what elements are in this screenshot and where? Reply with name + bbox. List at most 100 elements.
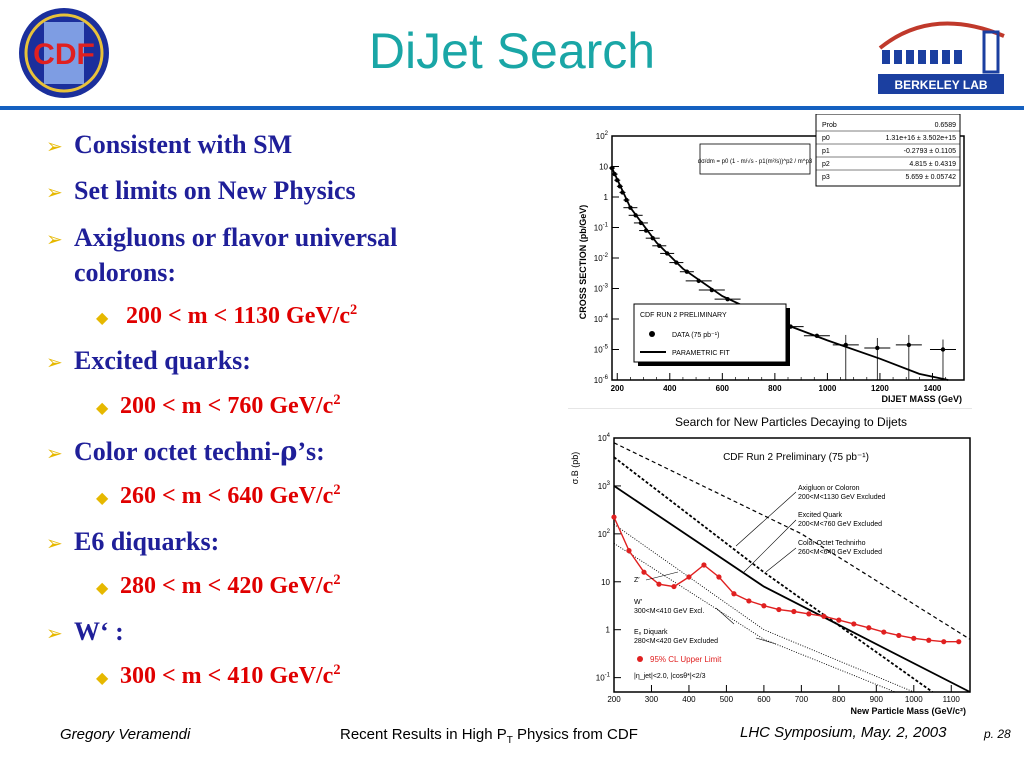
- new-particle-limits-chart: Search for New Particles Decaying to Dij…: [570, 415, 971, 716]
- svg-text:300<M<410 GeV Excl.: 300<M<410 GeV Excl.: [634, 608, 704, 615]
- limit-point: [701, 562, 707, 568]
- tick-label: 103: [598, 481, 611, 491]
- limit-point: [611, 514, 617, 520]
- limit-point: [731, 591, 737, 597]
- svg-text:dσ/dm = p0 (1 - m/√s - p1(m²/s: dσ/dm = p0 (1 - m/√s - p1(m²/s))^p2 / m^…: [698, 158, 813, 165]
- fit-param-name: p2: [822, 161, 830, 168]
- data-point: [638, 220, 644, 226]
- svg-text:200<M<760 GeV Excluded: 200<M<760 GeV Excluded: [798, 521, 882, 528]
- x-tick-label: 700: [795, 695, 809, 704]
- data-point: [624, 197, 629, 203]
- limit-point: [641, 569, 647, 575]
- x-tick-label: 800: [832, 695, 846, 704]
- data-point: [940, 347, 946, 352]
- page-number: p. 28: [984, 727, 1011, 741]
- footer-talk-title: Recent Results in High PT Physics from C…: [340, 726, 638, 746]
- limit-point: [836, 617, 842, 623]
- bullet-set-limits: ➢ Set limits on New Physics: [46, 176, 356, 205]
- limit-point: [671, 583, 677, 590]
- limit-point: [746, 598, 752, 604]
- chart1-xlabel: DIJET MASS (GeV): [881, 394, 962, 404]
- x-tick-label: 1400: [924, 384, 942, 393]
- legend-data-label: DATA (75 pb⁻¹): [672, 332, 719, 339]
- bullet-consistent-sm: ➢ Consistent with SM: [46, 130, 293, 159]
- data-point: [843, 342, 848, 348]
- tick-label: 104: [598, 433, 611, 443]
- limit-point: [656, 581, 662, 587]
- header-divider: [0, 106, 1024, 110]
- x-tick-label: 500: [720, 695, 734, 704]
- fit-param-value: -0.2793 ± 0.1105: [904, 148, 956, 155]
- footer-event: LHC Symposium, May. 2, 2003: [740, 724, 947, 741]
- fit-param-name: Prob: [822, 122, 837, 129]
- diamond-bullet-icon: ◆: [96, 668, 109, 687]
- sub-bullet-wprime-range: ◆ 300 < m < 410 GeV/c2: [96, 662, 341, 689]
- chart1-ylabel: CROSS SECTION (pb/GeV): [578, 205, 588, 320]
- footer-author: Gregory Veramendi: [60, 726, 191, 743]
- legend-limit-marker: [637, 656, 643, 662]
- arrow-bullet-icon: ➢: [46, 180, 63, 204]
- limit-point: [911, 635, 917, 641]
- annotation-technirho: Color Octet Technirho: [798, 540, 866, 547]
- annotation-wprime: W′: [634, 599, 643, 606]
- tick-label: 10-1: [596, 673, 611, 683]
- annotation-diquark: E₆ Diquark: [634, 629, 668, 636]
- fit-param-name: p3: [822, 174, 830, 181]
- data-point: [643, 228, 649, 233]
- data-point: [664, 251, 670, 256]
- limit-point: [941, 639, 947, 645]
- sub-bullet-axigluon-range: ◆ 200 < m < 1130 GeV/c2: [96, 302, 358, 329]
- limit-point: [821, 613, 827, 619]
- limit-point: [851, 621, 857, 627]
- legend-title: CDF RUN 2 PRELIMINARY: [640, 312, 727, 319]
- svg-text:200<M<1130 GeV Excluded: 200<M<1130 GeV Excluded: [798, 494, 886, 501]
- bullet-technirho: ➢ Color octet techni-ρ’s:: [46, 437, 325, 467]
- arrow-bullet-icon: ➢: [46, 441, 63, 465]
- annotation-axigluon: Axigluon or Coloron: [798, 485, 860, 492]
- bullet-wprime: ➢ W‘ :: [46, 617, 124, 646]
- data-point: [633, 213, 638, 218]
- tick-label: 10: [601, 578, 610, 587]
- limit-point: [776, 606, 782, 613]
- limit-point: [686, 574, 692, 580]
- tick-label: 10-5: [594, 345, 609, 355]
- x-tick-label: 300: [645, 695, 659, 704]
- x-tick-label: 900: [870, 695, 884, 704]
- theory-curve-axigluon: [613, 456, 934, 693]
- data-point: [612, 171, 617, 177]
- data-point: [628, 205, 633, 210]
- theory-curve-excited-quark: [613, 485, 971, 693]
- svg-text:280<M<420 GeV Excluded: 280<M<420 GeV Excluded: [634, 638, 718, 645]
- fit-parameter-box: Prob 0.6589 p0 1.31e+16 ± 3.502e+15 p1 -0.279…: [815, 114, 961, 187]
- arrow-bullet-icon: ➢: [46, 227, 63, 251]
- data-point: [650, 235, 655, 241]
- tick-label: 102: [596, 131, 609, 141]
- chart2-title: Search for New Particles Decaying to Dij…: [675, 415, 907, 429]
- tick-label: 10-2: [594, 253, 609, 263]
- x-tick-label: 1000: [819, 384, 837, 393]
- x-tick-label: 200: [611, 384, 625, 393]
- x-tick-label: 200: [607, 695, 621, 704]
- x-tick-label: 1200: [871, 384, 889, 393]
- tick-label: 10-4: [594, 314, 609, 324]
- tick-label: 10: [599, 163, 608, 172]
- fit-param-value: 5.659 ± 0.05742: [905, 174, 956, 181]
- fit-param-name: p1: [822, 148, 830, 155]
- x-tick-label: 600: [757, 695, 771, 704]
- diamond-bullet-icon: ◆: [96, 308, 109, 327]
- berkeley-lab-logo: BERKELEY LAB: [872, 10, 1017, 98]
- svg-text:260<M<640 GeV Excluded: 260<M<640 GeV Excluded: [798, 549, 882, 556]
- fit-param-value: 1.31e+16 ± 3.502e+15: [886, 135, 957, 142]
- x-tick-label: 600: [716, 384, 730, 393]
- chart1-legend: CDF RUN 2 PRELIMINARY DATA (75 pb⁻¹) PAR…: [633, 303, 790, 366]
- bullet-excited-quarks: ➢ Excited quarks:: [46, 346, 251, 375]
- limit-point: [926, 637, 932, 643]
- chart-divider: [568, 408, 972, 409]
- data-point: [696, 278, 701, 284]
- chart2-xlabel: New Particle Mass (GeV/c²): [850, 706, 966, 716]
- chart2-ylabel: σ.B (pb): [570, 452, 580, 485]
- annotation-zprime: Z′: [634, 577, 640, 584]
- annotation-excited-quark: Excited Quark: [798, 512, 842, 519]
- limit-point: [716, 574, 722, 580]
- chart2-subtitle: CDF Run 2 Preliminary (75 pb⁻¹): [723, 452, 869, 463]
